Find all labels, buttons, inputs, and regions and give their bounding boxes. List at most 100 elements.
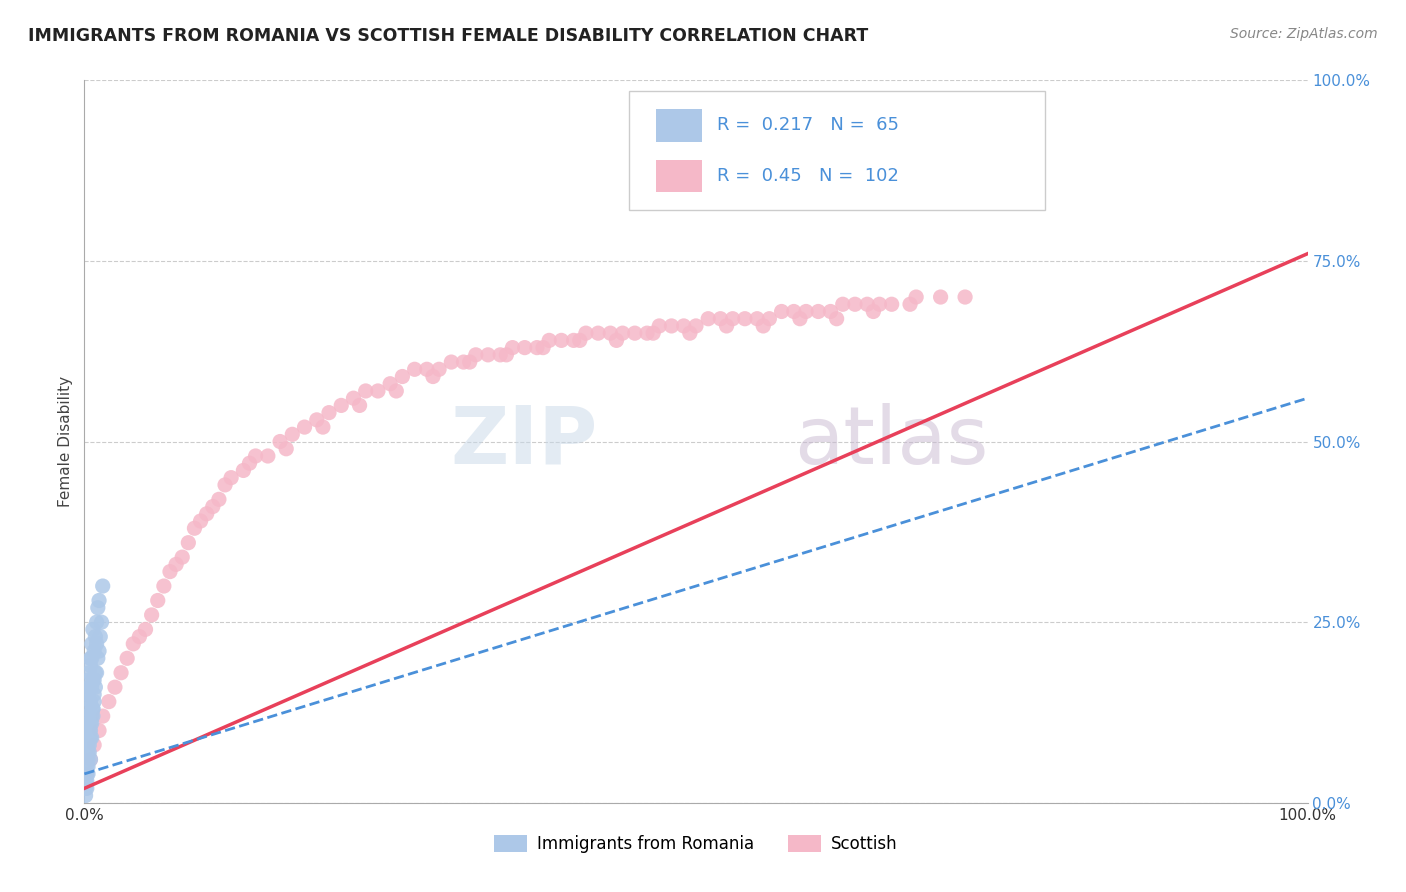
Point (135, 623, 157, 637)
Point (80, 651, 103, 665)
Point (172, 550, 194, 565)
Text: R =  0.45   N =  102: R = 0.45 N = 102 (717, 167, 898, 185)
Point (342, 391, 364, 405)
Point (77, 723, 100, 738)
Point (75, 774, 97, 789)
Text: IMMIGRANTS FROM ROMANIA VS SCOTTISH FEMALE DISABILITY CORRELATION CHART: IMMIGRANTS FROM ROMANIA VS SCOTTISH FEMA… (28, 27, 869, 45)
Point (80, 637, 103, 651)
Point (232, 463, 254, 477)
Point (380, 376, 402, 391)
Point (281, 427, 304, 442)
Point (716, 318, 738, 333)
Point (79, 716, 101, 731)
Point (75, 723, 97, 738)
Point (844, 297, 866, 311)
Text: atlas: atlas (794, 402, 988, 481)
Point (575, 326, 598, 340)
Point (214, 478, 236, 492)
Point (513, 341, 536, 355)
Y-axis label: Female Disability: Female Disability (58, 376, 73, 508)
Point (391, 369, 413, 384)
Point (416, 362, 439, 376)
Text: R =  0.217   N =  65: R = 0.217 N = 65 (717, 117, 898, 135)
Point (318, 406, 340, 420)
Point (636, 326, 658, 340)
Point (276, 442, 298, 456)
Point (76, 781, 98, 796)
Point (489, 348, 512, 362)
FancyBboxPatch shape (655, 109, 702, 142)
Point (77, 738, 100, 752)
Point (80, 709, 103, 723)
Point (183, 521, 205, 535)
Point (87, 600, 110, 615)
Point (330, 398, 353, 412)
Point (79, 752, 101, 766)
Point (80, 716, 103, 731)
Point (734, 311, 756, 326)
Point (87, 723, 110, 738)
Point (77, 665, 100, 680)
Point (128, 630, 150, 644)
Point (752, 318, 775, 333)
Point (929, 290, 952, 304)
Point (77, 745, 100, 759)
Point (672, 318, 695, 333)
Point (122, 637, 145, 651)
Point (75, 781, 97, 796)
Point (77, 760, 100, 774)
Point (245, 449, 267, 463)
Point (807, 304, 830, 318)
Point (605, 334, 627, 348)
Point (898, 297, 921, 311)
Point (550, 334, 572, 348)
Point (219, 470, 242, 484)
Point (440, 355, 463, 369)
Point (91, 579, 114, 593)
Point (79, 695, 101, 709)
Point (84, 630, 107, 644)
Point (141, 607, 163, 622)
Point (562, 334, 585, 348)
Point (453, 355, 475, 369)
Point (83, 687, 105, 701)
Point (77, 687, 100, 701)
Point (79, 752, 101, 766)
Point (477, 348, 499, 362)
Point (195, 507, 218, 521)
Point (82, 702, 104, 716)
Point (76, 709, 98, 723)
Point (422, 369, 444, 384)
Point (783, 304, 806, 318)
Point (526, 341, 548, 355)
Point (208, 492, 231, 507)
Point (825, 311, 848, 326)
Point (83, 644, 105, 658)
Point (77, 738, 100, 752)
Point (77, 680, 100, 694)
Point (643, 326, 665, 340)
Point (79, 651, 101, 665)
Point (87, 651, 110, 665)
Point (110, 665, 132, 680)
Point (856, 297, 879, 311)
Point (354, 384, 377, 398)
Point (464, 348, 486, 362)
Point (77, 767, 100, 781)
Point (76, 760, 98, 774)
Point (86, 615, 108, 630)
Point (146, 593, 169, 607)
Text: Source: ZipAtlas.com: Source: ZipAtlas.com (1230, 27, 1378, 41)
Point (77, 731, 100, 745)
Point (794, 304, 817, 318)
Point (721, 311, 744, 326)
Point (312, 420, 335, 434)
Point (83, 673, 105, 687)
Point (115, 651, 138, 665)
FancyBboxPatch shape (628, 91, 1045, 211)
Point (294, 420, 316, 434)
Point (679, 326, 702, 340)
Point (86, 665, 108, 680)
Point (82, 702, 104, 716)
Point (586, 326, 609, 340)
